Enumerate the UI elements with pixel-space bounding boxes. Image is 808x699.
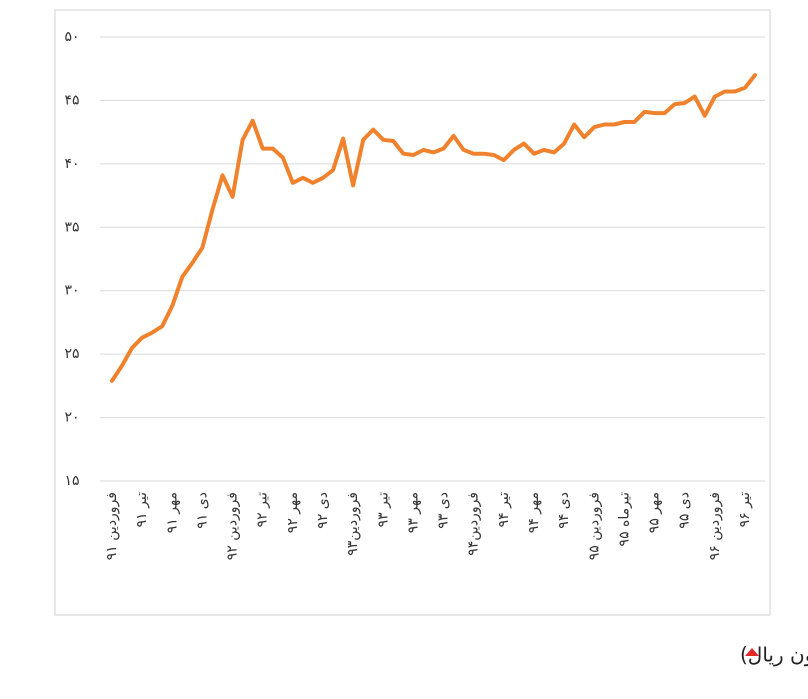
x-tick-label: تیرماه ۹۵ (616, 492, 632, 547)
y-tick-label: ۳۵ (64, 219, 79, 235)
x-tick-label: دی ۹۱ (194, 492, 210, 529)
x-tick-label: فروردین ۹۶ (707, 492, 723, 560)
y-tick-label: ۴۵ (64, 92, 79, 108)
x-tick-label: فروردین۹۴ (466, 492, 482, 556)
x-tick-label: تیر ۹۶ (737, 492, 753, 527)
caption-marker (745, 648, 759, 656)
x-tick-label: مهر ۹۵ (647, 492, 663, 533)
x-tick-label: تیر ۹۳ (375, 492, 391, 527)
caption: متوسط قیمت یک مترمربع مسکن در تهران(میلی… (740, 643, 808, 667)
y-tick-label: ۴۰ (64, 156, 79, 172)
x-tick-label: دی ۹۲ (315, 492, 331, 529)
x-tick-label: تیر ۹۴ (496, 492, 512, 527)
x-tick-label: مهر ۹۲ (285, 492, 301, 533)
data-line (110, 73, 757, 383)
x-tick-label: مهر ۹۳ (405, 492, 421, 533)
x-tick-label: تیر ۹۱ (134, 492, 150, 527)
x-tick-label: دی ۹۵ (677, 492, 693, 529)
y-tick-label: ۲۰ (64, 410, 79, 426)
x-tick-label: دی ۹۳ (436, 492, 452, 529)
x-tick-label: فروردین۹۳ (345, 492, 361, 556)
x-tick-label: دی ۹۴ (556, 492, 572, 529)
x-tick-label: مهر ۹۴ (526, 492, 542, 533)
x-tick-label: فروردین ۹۱ (104, 492, 120, 560)
y-tick-label: ۳۰ (64, 283, 79, 299)
y-tick-label: ۱۵ (64, 473, 79, 489)
chart-frame (54, 9, 771, 616)
x-tick-label: تیر ۹۲ (255, 492, 271, 527)
y-tick-label: ۲۵ (64, 346, 79, 362)
y-tick-label: ۵۰ (64, 29, 79, 45)
x-tick-label: فروردین ۹۲ (225, 492, 241, 560)
x-tick-label: مهر ۹۱ (164, 492, 180, 533)
x-tick-label: فروردین ۹۵ (586, 492, 602, 560)
